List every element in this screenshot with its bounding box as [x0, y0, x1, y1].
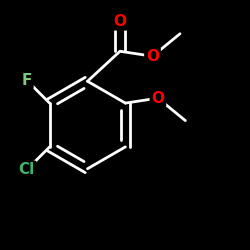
Text: F: F [22, 73, 32, 88]
Text: O: O [146, 49, 159, 64]
Text: O: O [152, 90, 164, 106]
Text: O: O [114, 14, 126, 29]
Text: Cl: Cl [18, 162, 35, 177]
